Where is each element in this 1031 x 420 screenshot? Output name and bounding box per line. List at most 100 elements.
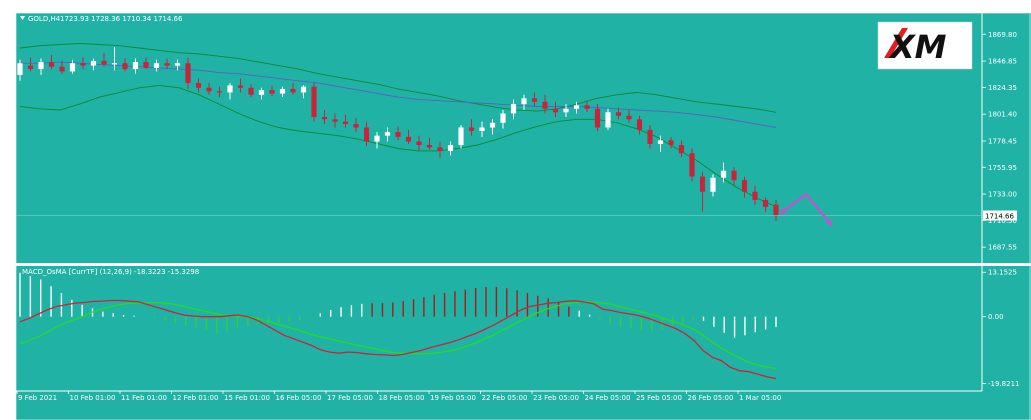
candle	[174, 59, 181, 71]
candle	[762, 197, 769, 212]
candle	[216, 86, 223, 98]
candle	[542, 94, 548, 114]
candle-body	[237, 85, 244, 88]
logo-text: XM	[888, 28, 947, 66]
ohlc-label: 1723.93 1728.36 1710.34 1714.66	[60, 15, 183, 23]
candle-body	[741, 180, 748, 192]
price-tick-label: 1687.55	[988, 244, 1017, 252]
candle	[269, 85, 275, 96]
candle-body	[69, 63, 76, 72]
candle-body	[731, 170, 737, 181]
candle	[594, 104, 601, 131]
candle-body	[101, 60, 107, 65]
candle	[321, 109, 328, 124]
candle-body	[111, 63, 118, 65]
candle	[59, 60, 65, 74]
candle	[374, 132, 380, 149]
candle	[227, 83, 233, 100]
candle	[521, 94, 527, 110]
time-tick-label: 24 Feb 05:00	[585, 394, 631, 402]
candle-body	[689, 153, 695, 177]
time-tick-label: 23 Feb 05:00	[533, 394, 579, 402]
signal-line	[19, 301, 777, 370]
xm-logo: XM	[877, 21, 973, 70]
time-tick-label: 17 Feb 05:00	[327, 394, 373, 402]
candle-body	[38, 62, 44, 70]
candle	[111, 46, 118, 71]
time-tick-label: 11 Feb 01:00	[121, 394, 167, 402]
candle-body	[206, 87, 212, 92]
candle-body	[384, 132, 391, 136]
candle-body	[27, 65, 34, 70]
candle	[552, 101, 559, 117]
candle-body	[773, 204, 779, 216]
candle-body	[510, 104, 517, 114]
candle-body	[374, 135, 380, 142]
candle-body	[279, 88, 286, 94]
candle	[626, 109, 632, 123]
candle	[332, 113, 338, 128]
candle-body	[594, 108, 601, 128]
candle	[563, 104, 569, 117]
candle	[405, 129, 412, 144]
candle-body	[573, 105, 580, 109]
candle-body	[710, 177, 716, 192]
candle	[479, 121, 485, 137]
candle	[69, 59, 76, 74]
candle	[741, 176, 748, 198]
candle	[647, 125, 653, 149]
candle	[458, 125, 464, 149]
candle	[195, 78, 202, 93]
candle	[636, 115, 643, 135]
time-tick-label: 19 Feb 05:00	[430, 394, 476, 402]
time-tick-label: 15 Feb 01:00	[224, 394, 270, 402]
time-axis: 9 Feb 2021 10 Feb 01:00 11 Feb 01:00 12 Feb…	[16, 391, 781, 402]
candle	[353, 118, 359, 133]
candle-body	[143, 62, 149, 68]
price-tick-label: 1733.00	[988, 191, 1017, 199]
indicator-label: MACD_OsMA [CurrTF] (12,26,9) -18.3223 -1…	[22, 268, 199, 276]
candle-body	[678, 145, 685, 154]
candle-body	[311, 86, 317, 117]
candle	[342, 114, 349, 128]
candle-body	[185, 63, 191, 84]
candle-body	[479, 127, 485, 131]
price-tick-label: 1846.85	[988, 58, 1017, 66]
price-tick-label: 1755.95	[988, 164, 1017, 172]
candle	[720, 162, 727, 183]
candle-body	[405, 136, 412, 142]
candle-body	[426, 145, 433, 148]
candle-body	[17, 63, 23, 75]
price-pane-background	[16, 13, 1031, 263]
candle-body	[521, 98, 527, 105]
time-tick-label: 25 Feb 05:00	[636, 394, 682, 402]
candle-body	[552, 108, 559, 113]
arrow-head-icon	[780, 207, 787, 214]
candle-body	[615, 112, 622, 116]
candle	[689, 148, 695, 182]
candle-body	[447, 145, 454, 151]
candle-body	[668, 140, 674, 146]
candle	[678, 140, 685, 157]
candle-body	[531, 98, 538, 102]
candle	[710, 174, 716, 197]
candle-body	[90, 60, 97, 66]
candle-body	[342, 121, 349, 124]
candle	[752, 185, 758, 205]
candle-body	[300, 86, 307, 93]
current-price-marker: 1714.66	[16, 210, 1017, 221]
candle-body	[605, 112, 611, 128]
candle	[437, 141, 443, 158]
candle-body	[321, 116, 328, 120]
candle-body	[720, 170, 727, 178]
chevron-down-icon[interactable]	[20, 16, 25, 20]
candle-body	[59, 66, 65, 72]
pane-borders	[15, 12, 1031, 420]
candle	[531, 92, 538, 107]
candle	[206, 83, 212, 95]
candle-body	[258, 90, 265, 95]
candle	[258, 87, 265, 100]
candle-body	[468, 127, 475, 131]
